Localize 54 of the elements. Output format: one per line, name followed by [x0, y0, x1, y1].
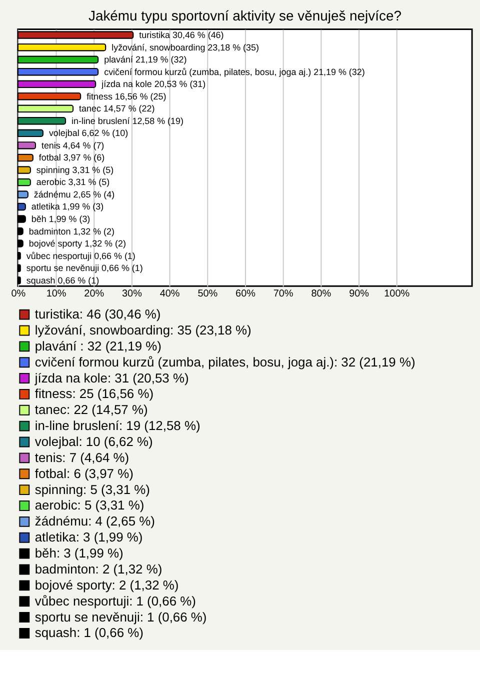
legend-label: běh: 3 (1,99 %): [34, 546, 124, 561]
category-label: tenis 4,64 % (7): [41, 140, 104, 150]
chart-title: Jakému typu sportovní aktivity se věnuješ nejvíce?: [88, 7, 402, 24]
x-tick-label: 10%: [46, 288, 66, 300]
category-label: in-line bruslení 12,58 % (19): [72, 116, 184, 126]
category-label: sportu se nevěnuji 0,66 % (1): [26, 263, 143, 274]
category-label: jízda na kole 20,53 % (31): [102, 79, 206, 90]
category-label: squash 0,66 % (1): [26, 275, 100, 286]
x-tick-label: 50%: [198, 288, 218, 300]
x-tick-label: 100%: [384, 288, 410, 300]
category-label: běh 1,99 % (3): [31, 214, 90, 224]
legend-label: badminton: 2 (1,32 %): [34, 561, 162, 576]
category-label: badminton 1,32 % (2): [28, 226, 115, 236]
legend-label: jízda na kole: 31 (20,53 %): [34, 370, 189, 386]
category-label: tanec 14,57 % (22): [79, 104, 155, 114]
category-label: lyžování, snowboarding 23,18 % (35): [112, 42, 259, 52]
x-tick-label: 0%: [11, 288, 26, 300]
legend-label: cvičení formou kurzů (zumba, pilates, bosu, joga aj.): 32 (21,19 %): [34, 354, 416, 370]
x-tick-label: 60%: [236, 288, 256, 300]
category-label: fitness 16,56 % (25): [86, 91, 166, 102]
legend-label: bojové sporty: 2 (1,32 %): [34, 577, 179, 592]
x-tick-label: 80%: [311, 288, 332, 300]
category-label: volejbal 6,62 % (10): [48, 128, 128, 138]
x-tick-label: 40%: [160, 288, 180, 300]
legend-label: sportu se nevěnuji: 1 (0,66 %): [34, 609, 207, 624]
category-label: turistika 30,46 % (46): [139, 30, 224, 40]
legend-label: turistika: 46 (30,46 %): [34, 306, 161, 322]
legend-label: tenis: 7 (4,64 %): [34, 450, 130, 465]
legend-label: žádnému: 4 (2,65 %): [34, 514, 155, 529]
category-label: žádnému 2,65 % (4): [34, 189, 115, 200]
legend-label: aerobic: 5 (3,31 %): [34, 498, 144, 513]
legend-label: spinning: 5 (3,31 %): [34, 482, 150, 497]
category-label: vůbec nesportuji 0,66 % (1): [26, 250, 136, 261]
legend-label: atletika: 3 (1,99 %): [34, 530, 143, 545]
legend-label: lyžování, snowboarding: 35 (23,18 %): [34, 322, 252, 338]
x-tick-label: 90%: [349, 288, 370, 300]
x-tick-label: 70%: [273, 288, 294, 300]
legend-label: fitness: 25 (16,56 %): [34, 386, 154, 402]
legend-label: squash: 1 (0,66 %): [34, 625, 144, 640]
category-label: cvičení formou kurzů (zumba, pilates, bosu, joga aj.) 21,19 % (32): [104, 66, 365, 77]
category-label: fotbal 3,97 % (6): [38, 152, 105, 163]
legend-label: tanec: 22 (14,57 %): [34, 402, 148, 418]
legend-label: vůbec nesportuji: 1 (0,66 %): [34, 593, 196, 608]
legend-label: fotbal: 6 (3,97 %): [34, 466, 134, 481]
category-label: atletika 1,99 % (3): [31, 202, 104, 212]
legend-label: in-line bruslení: 19 (12,58 %): [34, 418, 200, 434]
category-label: aerobic 3,31 % (5): [36, 177, 110, 188]
category-label: bojové sporty 1,32 % (2): [28, 238, 126, 249]
x-tick-label: 30%: [122, 288, 142, 300]
category-label: plavání 21,19 % (32): [104, 54, 187, 65]
legend-label: volejbal: 10 (6,62 %): [34, 434, 153, 449]
category-label: spinning 3,31 % (5): [36, 164, 114, 175]
legend-label: plavání : 32 (21,19 %): [34, 338, 162, 354]
x-tick-label: 20%: [84, 288, 104, 300]
